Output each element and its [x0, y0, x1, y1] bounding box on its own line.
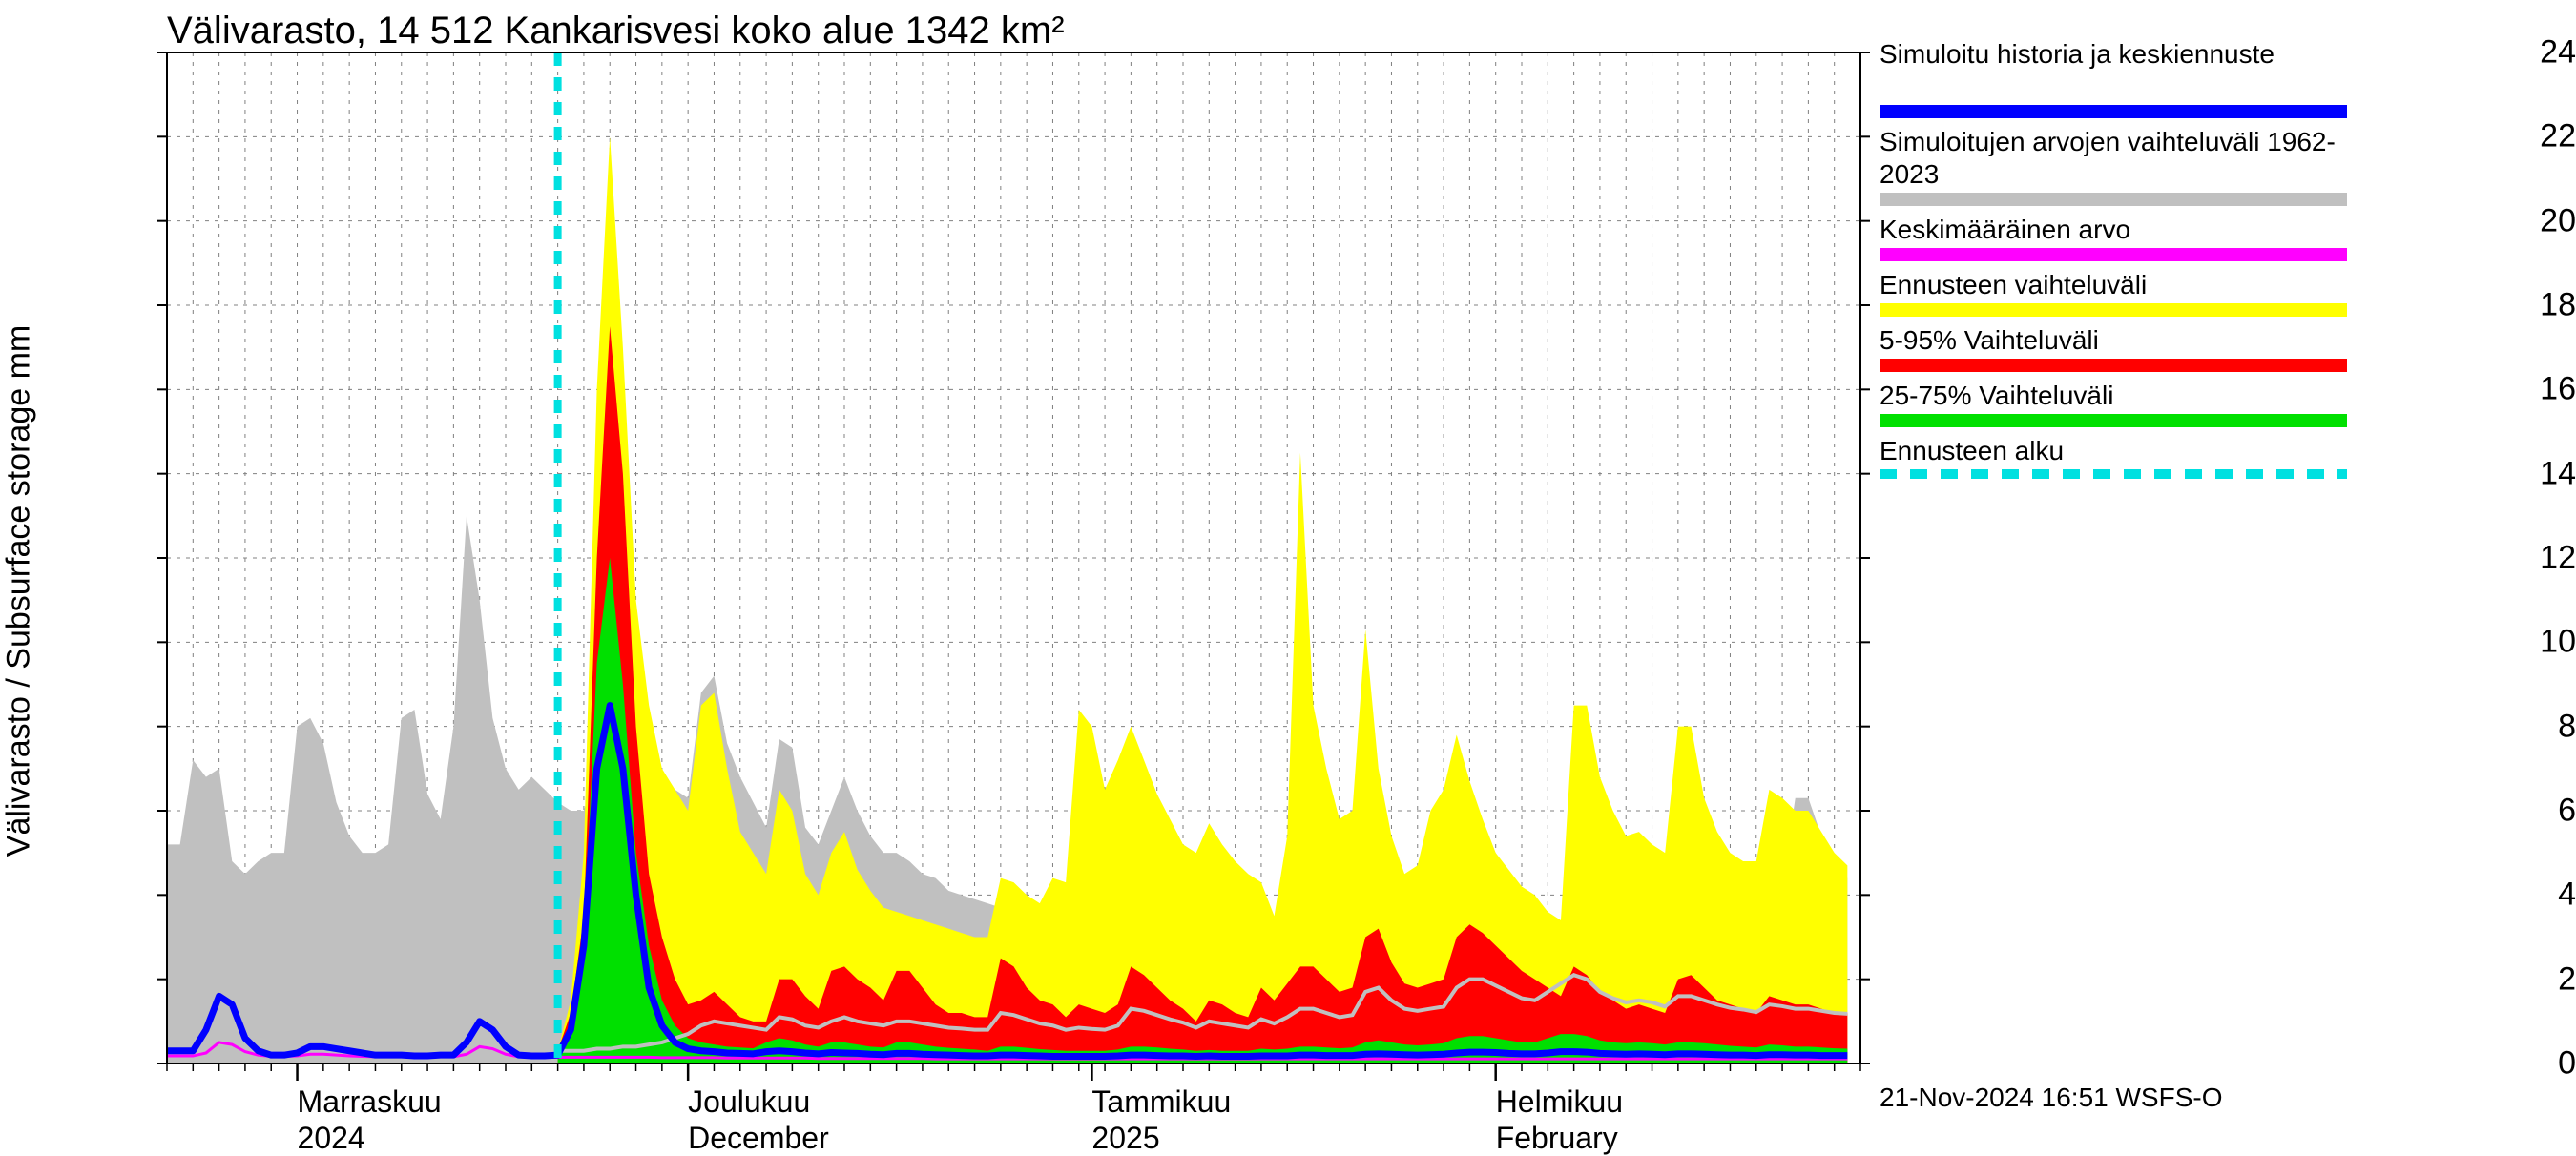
- legend-entry: Keskimääräinen arvo: [1880, 214, 2347, 246]
- chart-container: Välivarasto / Subsurface storage mm Väli…: [0, 0, 2576, 1145]
- x-tick-label-sub: December: [688, 1121, 829, 1156]
- y-tick-label: 18: [2426, 287, 2576, 324]
- y-tick-label: 2: [2426, 960, 2576, 998]
- y-tick-label: 0: [2426, 1045, 2576, 1083]
- legend-swatch: [1880, 469, 2347, 479]
- x-tick-label-sub: 2024: [298, 1121, 365, 1156]
- footer-timestamp: 21-Nov-2024 16:51 WSFS-O: [1880, 1083, 2223, 1113]
- x-tick-label-sub: February: [1496, 1121, 1618, 1156]
- legend-entry: Simuloitujen arvojen vaihteluväli 1962-2…: [1880, 126, 2347, 190]
- y-tick-label: 4: [2426, 877, 2576, 914]
- y-tick-label: 6: [2426, 793, 2576, 830]
- y-tick-label: 14: [2426, 455, 2576, 492]
- legend-swatch: [1880, 359, 2347, 372]
- y-tick-label: 20: [2426, 202, 2576, 239]
- y-tick-label: 8: [2426, 708, 2576, 745]
- x-tick-label: Joulukuu: [688, 1084, 810, 1120]
- y-tick-label: 24: [2426, 34, 2576, 72]
- x-tick-label: Tammikuu: [1091, 1084, 1231, 1120]
- legend-entry: 5-95% Vaihteluväli: [1880, 324, 2347, 357]
- legend-entry: 25-75% Vaihteluväli: [1880, 380, 2347, 412]
- x-tick-label: Marraskuu: [298, 1084, 442, 1120]
- legend-swatch: [1880, 193, 2347, 206]
- legend-entry: Ennusteen alku: [1880, 435, 2347, 467]
- legend-entry: Ennusteen vaihteluväli: [1880, 269, 2347, 301]
- legend-entry: Simuloitu historia ja keskiennuste: [1880, 38, 2347, 71]
- legend-swatch: [1880, 303, 2347, 317]
- y-tick-label: 22: [2426, 118, 2576, 155]
- x-tick-label: Helmikuu: [1496, 1084, 1623, 1120]
- x-tick-label-sub: 2025: [1091, 1121, 1159, 1156]
- legend-swatch: [1880, 105, 2347, 118]
- y-tick-label: 10: [2426, 624, 2576, 661]
- y-tick-label: 12: [2426, 540, 2576, 577]
- legend-swatch: [1880, 414, 2347, 427]
- y-tick-label: 16: [2426, 371, 2576, 408]
- legend-swatch: [1880, 248, 2347, 261]
